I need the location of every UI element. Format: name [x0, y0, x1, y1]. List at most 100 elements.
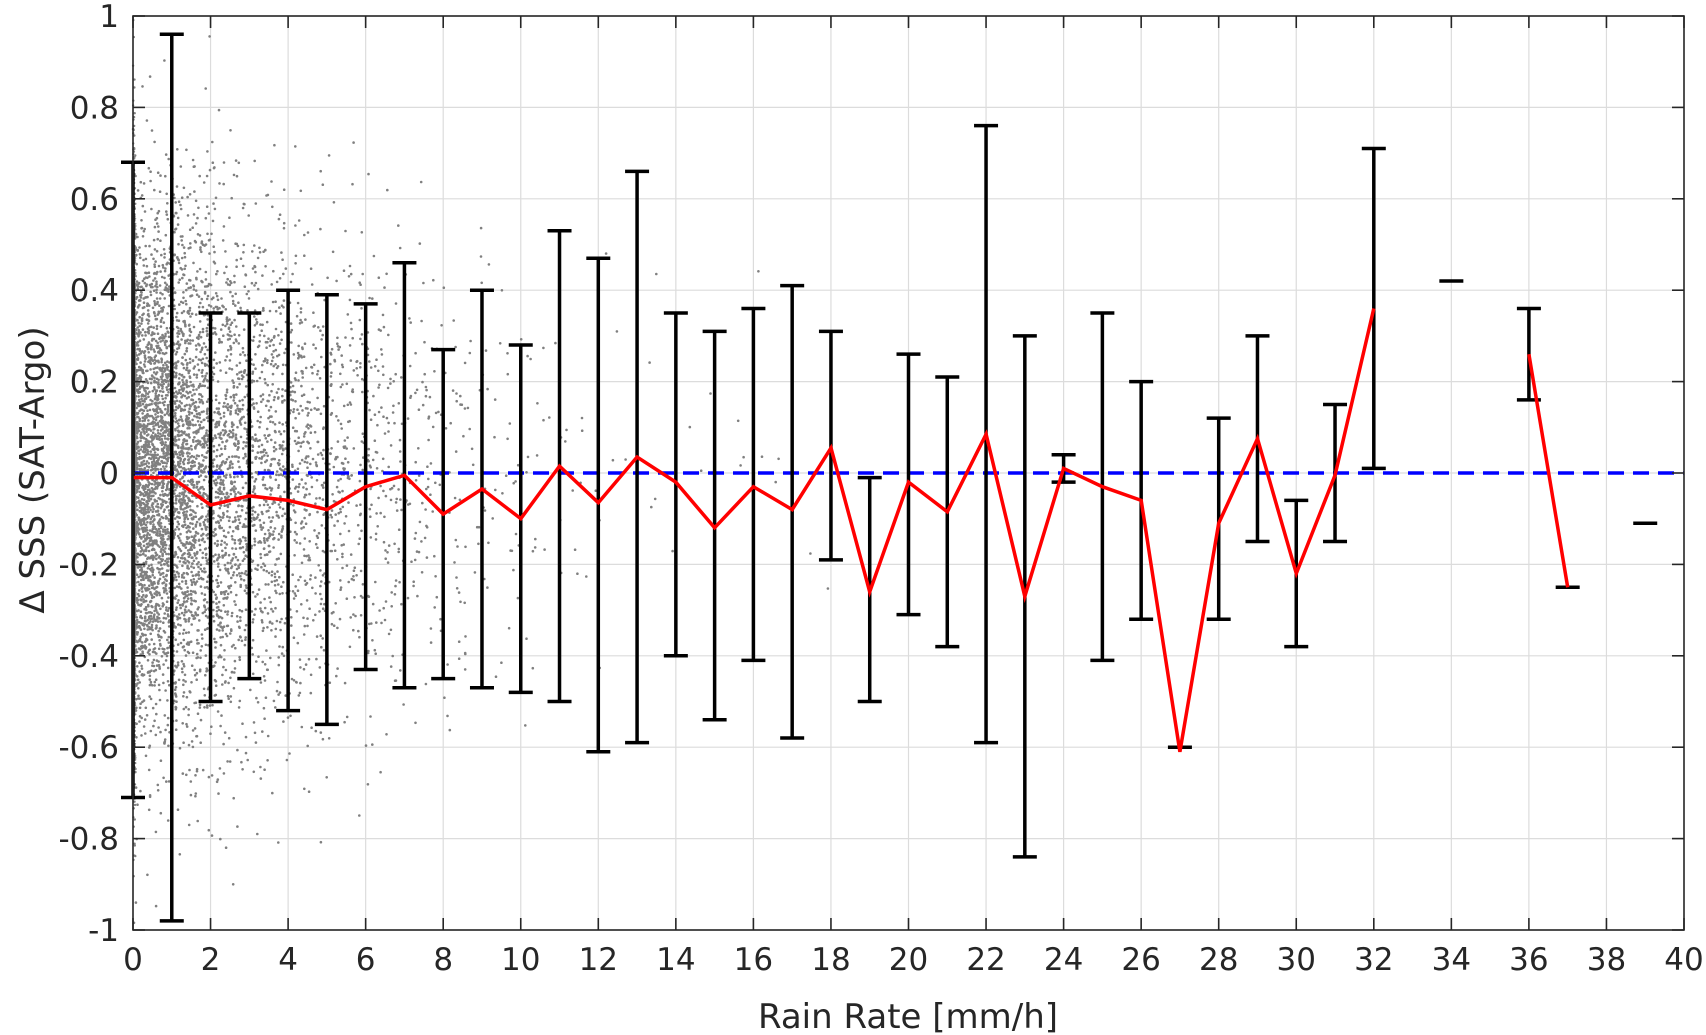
scatter-point [165, 388, 169, 392]
scatter-point [254, 202, 258, 205]
scatter-point [282, 430, 286, 433]
scatter-point [167, 391, 170, 394]
scatter-point [145, 623, 149, 627]
scatter-point [149, 368, 152, 371]
scatter-point [381, 365, 385, 368]
scatter-point [195, 373, 199, 377]
scatter-point [164, 396, 167, 400]
scatter-point [263, 334, 266, 338]
scatter-point [352, 613, 355, 616]
scatter-point [153, 362, 156, 365]
scatter-point [145, 546, 148, 549]
scatter-point [187, 713, 190, 717]
scatter-point [282, 226, 286, 230]
scatter-point [361, 596, 364, 599]
scatter-point [155, 327, 159, 331]
scatter-point [293, 390, 297, 394]
scatter-point [181, 454, 185, 458]
scatter-point [189, 339, 192, 342]
scatter-point [205, 400, 209, 404]
scatter-point [152, 642, 156, 646]
scatter-point [234, 646, 237, 650]
scatter-point [197, 488, 200, 492]
scatter-point [379, 511, 383, 515]
scatter-point [137, 580, 140, 584]
scatter-point [279, 628, 282, 632]
scatter-point [267, 416, 270, 420]
scatter-point [174, 375, 178, 379]
scatter-point [604, 252, 608, 255]
scatter-point [202, 478, 206, 482]
scatter-point [260, 565, 263, 569]
scatter-point [152, 386, 156, 389]
scatter-point [147, 542, 150, 545]
scatter-point [154, 678, 158, 681]
scatter-point [187, 609, 190, 612]
scatter-point [155, 557, 158, 561]
scatter-point [157, 629, 160, 633]
scatter-point [221, 673, 224, 677]
scatter-point [193, 405, 197, 408]
scatter-point [392, 380, 396, 383]
scatter-point [319, 569, 322, 572]
scatter-point [427, 438, 430, 442]
scatter-point [319, 169, 323, 173]
scatter-point [231, 573, 235, 577]
scatter-point [273, 143, 276, 147]
scatter-point [215, 628, 219, 631]
scatter-point [224, 610, 227, 613]
scatter-point [235, 393, 238, 396]
scatter-point [276, 354, 279, 358]
scatter-point [177, 599, 180, 602]
scatter-point [254, 529, 258, 532]
scatter-point [195, 638, 199, 642]
scatter-point [291, 390, 294, 393]
scatter-point [256, 563, 260, 567]
scatter-point [138, 681, 141, 684]
scatter-point [185, 510, 189, 513]
scatter-point [218, 361, 222, 364]
scatter-point [335, 485, 339, 489]
scatter-point [241, 346, 245, 350]
scatter-point [280, 251, 283, 254]
scatter-point [239, 353, 242, 356]
scatter-point [232, 173, 236, 177]
scatter-point [162, 530, 165, 533]
scatter-point [434, 481, 437, 485]
scatter-point [273, 579, 277, 583]
scatter-point [453, 561, 456, 564]
scatter-point [359, 337, 362, 341]
scatter-point [232, 796, 235, 800]
scatter-point [421, 501, 424, 505]
scatter-point [278, 342, 282, 345]
scatter-point [138, 401, 142, 405]
scatter-point [260, 619, 264, 622]
scatter-point [158, 304, 161, 308]
scatter-point [236, 413, 240, 416]
scatter-point [185, 148, 188, 152]
scatter-point [380, 406, 383, 409]
scatter-point [212, 358, 216, 362]
scatter-point [236, 386, 239, 389]
scatter-point [239, 306, 242, 310]
scatter-point [174, 553, 178, 556]
scatter-point [383, 515, 386, 519]
scatter-point [201, 368, 204, 372]
scatter-point [394, 584, 397, 588]
scatter-point [143, 432, 146, 435]
scatter-point [141, 427, 144, 431]
scatter-point [231, 883, 235, 886]
scatter-point [231, 294, 234, 298]
scatter-point [149, 580, 152, 583]
scatter-point [446, 714, 449, 718]
scatter-point [153, 332, 156, 336]
scatter-point [228, 473, 232, 477]
scatter-point [195, 348, 198, 351]
scatter-point [274, 563, 277, 566]
scatter-point [252, 335, 256, 339]
scatter-point [181, 460, 185, 464]
scatter-point [138, 503, 142, 507]
scatter-point [165, 345, 168, 349]
scatter-point [144, 271, 147, 275]
scatter-point [181, 573, 184, 577]
